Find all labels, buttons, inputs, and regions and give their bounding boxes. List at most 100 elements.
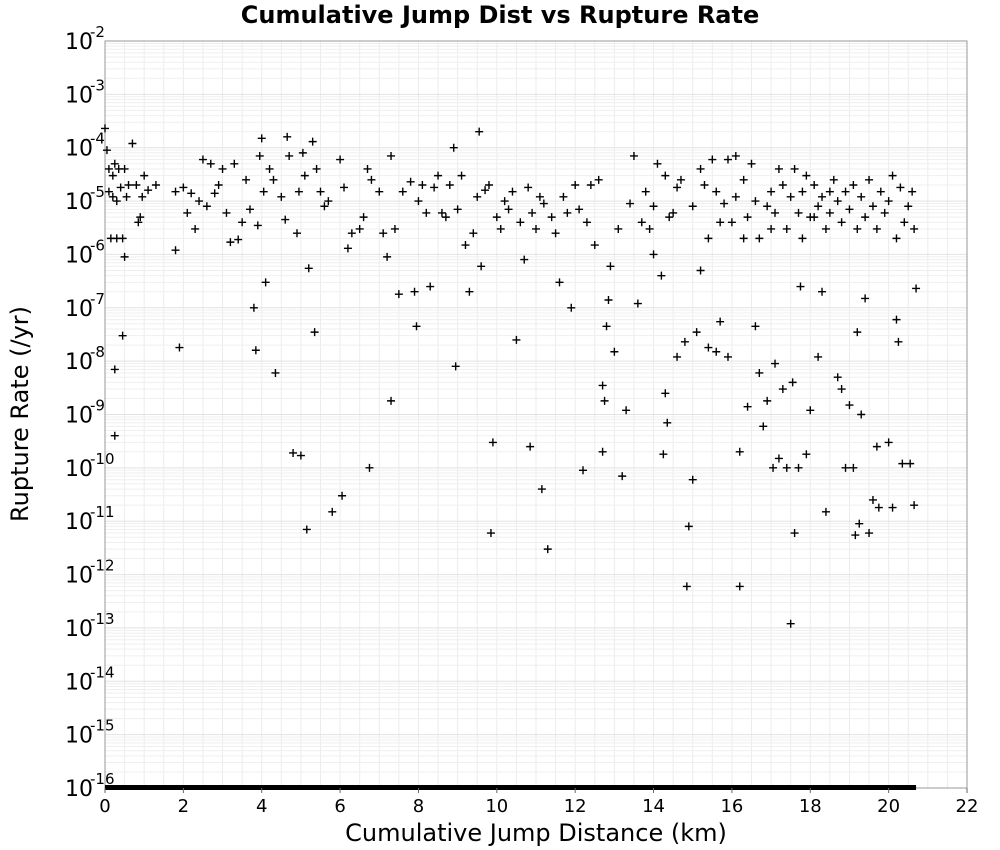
data-point	[222, 208, 231, 217]
data-point	[101, 124, 109, 133]
data-point	[810, 181, 819, 190]
data-point	[833, 197, 842, 206]
y-tick-label-exponent: -2	[90, 23, 105, 41]
data-point	[104, 187, 113, 196]
data-point	[292, 229, 301, 238]
data-point	[308, 137, 317, 146]
y-tick-label-base: 10	[65, 137, 93, 162]
y-tick-label-base: 10	[65, 777, 93, 802]
data-point	[328, 507, 337, 516]
data-point	[739, 175, 748, 184]
data-point	[798, 187, 807, 196]
data-point	[802, 171, 811, 180]
data-point	[365, 463, 374, 472]
data-point	[251, 346, 260, 355]
y-tick-label-exponent: -3	[90, 76, 105, 94]
data-point	[604, 295, 613, 304]
y-tick-label-exponent: -5	[90, 183, 105, 201]
data-point	[727, 218, 736, 227]
data-point	[663, 418, 672, 427]
y-tick-label-exponent: -13	[90, 610, 115, 628]
data-point	[430, 183, 439, 192]
data-point	[861, 213, 870, 222]
data-point	[682, 582, 691, 591]
data-point	[242, 175, 251, 184]
data-point	[508, 187, 517, 196]
y-tick-label-exponent: -9	[90, 397, 105, 415]
data-point	[853, 328, 862, 337]
x-tick-label: 18	[799, 796, 822, 817]
x-axis-ticks: 0 2 4 6 8 10 12 14 16 18 20 22	[99, 788, 978, 817]
data-point	[379, 229, 388, 238]
data-point	[202, 202, 211, 211]
data-point	[418, 181, 427, 190]
data-point	[716, 317, 725, 326]
zero-rate-band	[105, 785, 917, 790]
data-point	[271, 368, 280, 377]
y-tick-label-base: 10	[65, 83, 93, 108]
data-point	[904, 202, 913, 211]
data-point	[821, 224, 830, 233]
data-point	[122, 192, 131, 201]
data-point	[735, 582, 744, 591]
data-point	[759, 422, 768, 431]
data-point	[426, 282, 435, 291]
data-point	[649, 202, 658, 211]
data-point	[465, 287, 474, 296]
data-point	[684, 522, 693, 531]
data-point	[336, 155, 345, 164]
data-point	[445, 181, 454, 190]
data-point	[214, 181, 223, 190]
data-point	[441, 213, 450, 222]
data-point	[120, 252, 129, 261]
data-point	[618, 472, 627, 481]
data-point	[563, 208, 572, 217]
x-tick-label: 20	[877, 796, 900, 817]
data-point	[310, 328, 319, 337]
data-point	[469, 229, 478, 238]
data-point	[892, 315, 901, 324]
data-point	[614, 224, 623, 233]
data-point	[410, 287, 419, 296]
y-tick-label-exponent: -12	[90, 557, 115, 575]
data-point	[774, 454, 783, 463]
y-tick-label-exponent: -7	[90, 290, 105, 308]
data-point	[794, 463, 803, 472]
data-point	[453, 205, 462, 214]
y-tick-label-exponent: -10	[90, 450, 115, 468]
data-point	[771, 208, 780, 217]
data-point	[294, 187, 303, 196]
data-point	[302, 525, 311, 534]
data-point	[606, 262, 615, 271]
data-point	[849, 181, 858, 190]
data-point	[312, 164, 321, 173]
data-point	[794, 208, 803, 217]
data-point	[116, 183, 125, 192]
data-point	[394, 290, 403, 299]
data-point	[743, 402, 752, 411]
data-point	[896, 183, 905, 192]
y-tick-label-base: 10	[65, 670, 93, 695]
data-point	[437, 208, 446, 217]
data-point	[226, 238, 235, 247]
data-point	[571, 181, 580, 190]
data-point	[884, 438, 893, 447]
data-point	[821, 507, 830, 516]
data-point	[861, 294, 870, 303]
data-point	[338, 491, 347, 500]
x-tick-label: 8	[413, 796, 424, 817]
data-point	[908, 187, 917, 196]
data-point	[888, 171, 897, 180]
data-point	[898, 459, 907, 468]
data-point	[806, 213, 815, 222]
data-point	[486, 529, 495, 538]
data-point	[261, 278, 270, 287]
data-point	[238, 218, 247, 227]
zero-rate-band-bar	[105, 785, 917, 790]
data-point	[532, 224, 540, 233]
data-point	[590, 241, 599, 250]
data-point	[387, 151, 396, 160]
data-point	[751, 197, 760, 206]
data-point	[504, 205, 513, 214]
data-point	[763, 396, 772, 405]
